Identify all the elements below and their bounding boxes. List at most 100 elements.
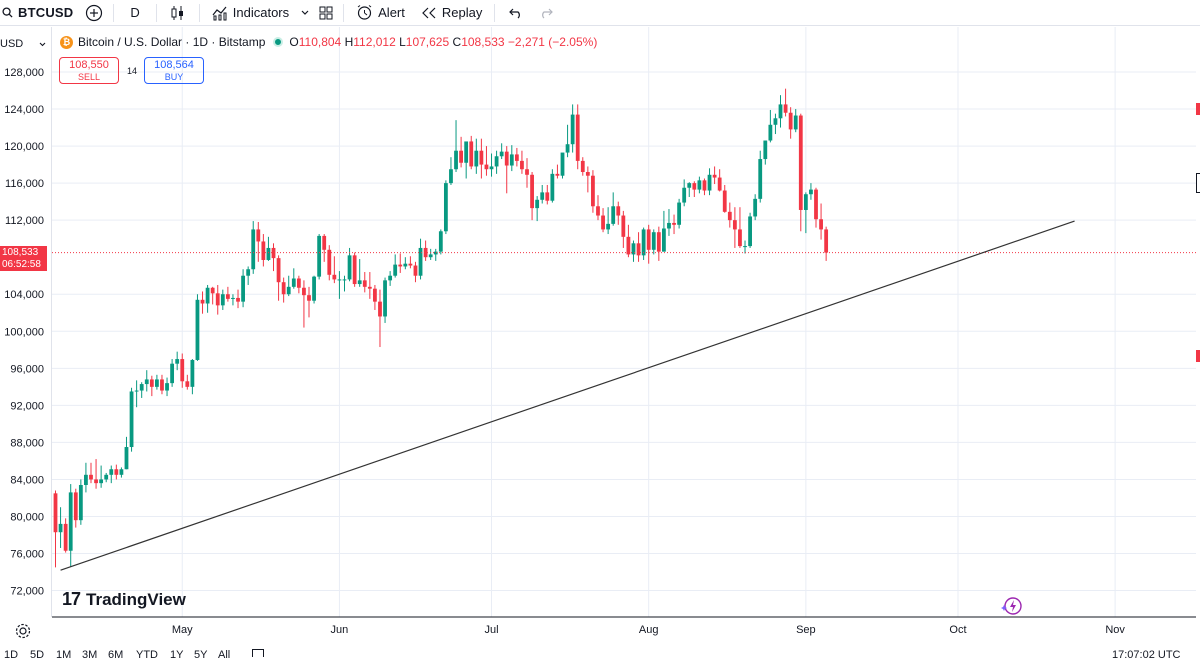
range-button-all[interactable]: All (218, 649, 231, 661)
legend-title[interactable]: Bitcoin / U.S. Dollar · 1D · Bitstamp (78, 35, 266, 49)
candle-body (63, 523, 68, 551)
candle-body (114, 469, 119, 475)
candle (783, 88, 788, 117)
candle-body (73, 492, 78, 521)
candle (454, 120, 458, 173)
redo-button[interactable] (533, 0, 559, 26)
candle (362, 272, 367, 293)
candle (641, 227, 646, 260)
candle-body (139, 384, 144, 391)
candle-body (697, 180, 702, 190)
calendar-icon[interactable] (252, 649, 264, 657)
sparkle-assistant-icon[interactable] (1000, 596, 1024, 616)
candle (175, 351, 180, 371)
candle-body (555, 173, 560, 176)
low-key: L (399, 35, 406, 49)
candle (312, 275, 316, 304)
candle-body (109, 469, 114, 475)
candle-body (428, 254, 433, 258)
range-button-ytd[interactable]: YTD (136, 649, 158, 661)
candle (570, 104, 575, 153)
candle (449, 157, 453, 185)
alert-label: Alert (378, 5, 405, 20)
tradingview-logo[interactable]: 17 TradingView (62, 589, 186, 610)
candle-body (616, 206, 621, 216)
candle (788, 107, 793, 139)
candle-body (626, 236, 631, 255)
interval-button[interactable]: D (118, 0, 151, 26)
range-button-1y[interactable]: 1Y (170, 649, 184, 661)
chart-type-button[interactable] (161, 0, 195, 26)
close-value: 108,533 (461, 35, 505, 49)
range-button-1d[interactable]: 1D (4, 649, 19, 661)
candle-body (560, 152, 565, 176)
candle-body (591, 175, 595, 207)
compare-button[interactable] (79, 0, 109, 26)
candle (520, 150, 524, 174)
replay-button[interactable]: Replay (413, 0, 490, 26)
redo-icon (542, 8, 554, 18)
candle (824, 226, 829, 261)
range-button-5d[interactable]: 5D (30, 649, 45, 661)
candle (281, 277, 286, 303)
candle-body (484, 164, 489, 170)
candle (525, 158, 529, 188)
candle-body (215, 293, 220, 306)
candle-body (687, 183, 692, 188)
candle-body (550, 173, 555, 201)
candle (697, 176, 702, 194)
utc-clock[interactable]: 17:07:02 UTC (1112, 649, 1181, 661)
candle-body (134, 390, 139, 392)
layouts-button[interactable] (313, 0, 339, 26)
indicators-icon (212, 6, 227, 20)
candle-body (514, 154, 519, 161)
undo-button[interactable] (499, 0, 533, 26)
candle-body (469, 141, 474, 167)
high-key: H (344, 35, 354, 49)
candle (722, 184, 727, 213)
candle (413, 261, 418, 283)
gear-icon[interactable] (14, 622, 32, 640)
candle-body (601, 215, 605, 230)
candle-body (144, 379, 149, 385)
candle-body (388, 275, 393, 281)
candle (768, 109, 773, 143)
sell-button[interactable]: 108,550 SELL (59, 57, 119, 84)
candle-body (621, 215, 626, 237)
range-button-6m[interactable]: 6M (108, 649, 124, 661)
symbol-search-button[interactable]: BTCUSD (0, 0, 79, 26)
trend-line[interactable] (60, 220, 1075, 571)
alert-button[interactable]: Alert (348, 0, 413, 26)
candle-body (580, 160, 585, 173)
candle (778, 95, 783, 128)
candle-body (352, 255, 357, 285)
candle (73, 488, 78, 528)
candle (585, 166, 590, 193)
top-toolbar: BTCUSD D Indicators Alert Replay (0, 0, 1200, 26)
indicators-dropdown[interactable] (297, 0, 313, 26)
range-button-1m[interactable]: 1M (56, 649, 72, 661)
candle-body (403, 263, 408, 267)
buy-button[interactable]: 108,564 BUY (144, 57, 204, 84)
range-button-3m[interactable]: 3M (82, 649, 98, 661)
open-value: 110,804 (298, 35, 342, 49)
candle (677, 198, 682, 229)
x-tick-label: May (172, 624, 193, 636)
candle (231, 294, 235, 306)
candle-body (332, 274, 337, 280)
indicators-button[interactable]: Indicators (204, 0, 297, 26)
candle-body (793, 115, 798, 130)
currency-selector[interactable]: USD (0, 34, 50, 54)
candle (743, 240, 747, 254)
candle (636, 232, 641, 262)
candle-body (236, 297, 240, 302)
candle (180, 353, 185, 388)
alarm-clock-icon (357, 5, 372, 20)
candle (474, 138, 479, 174)
search-icon (2, 7, 13, 18)
candle (200, 291, 205, 314)
candle-body (357, 280, 362, 285)
range-button-5y[interactable]: 5Y (194, 649, 208, 661)
candle-body (149, 379, 154, 387)
